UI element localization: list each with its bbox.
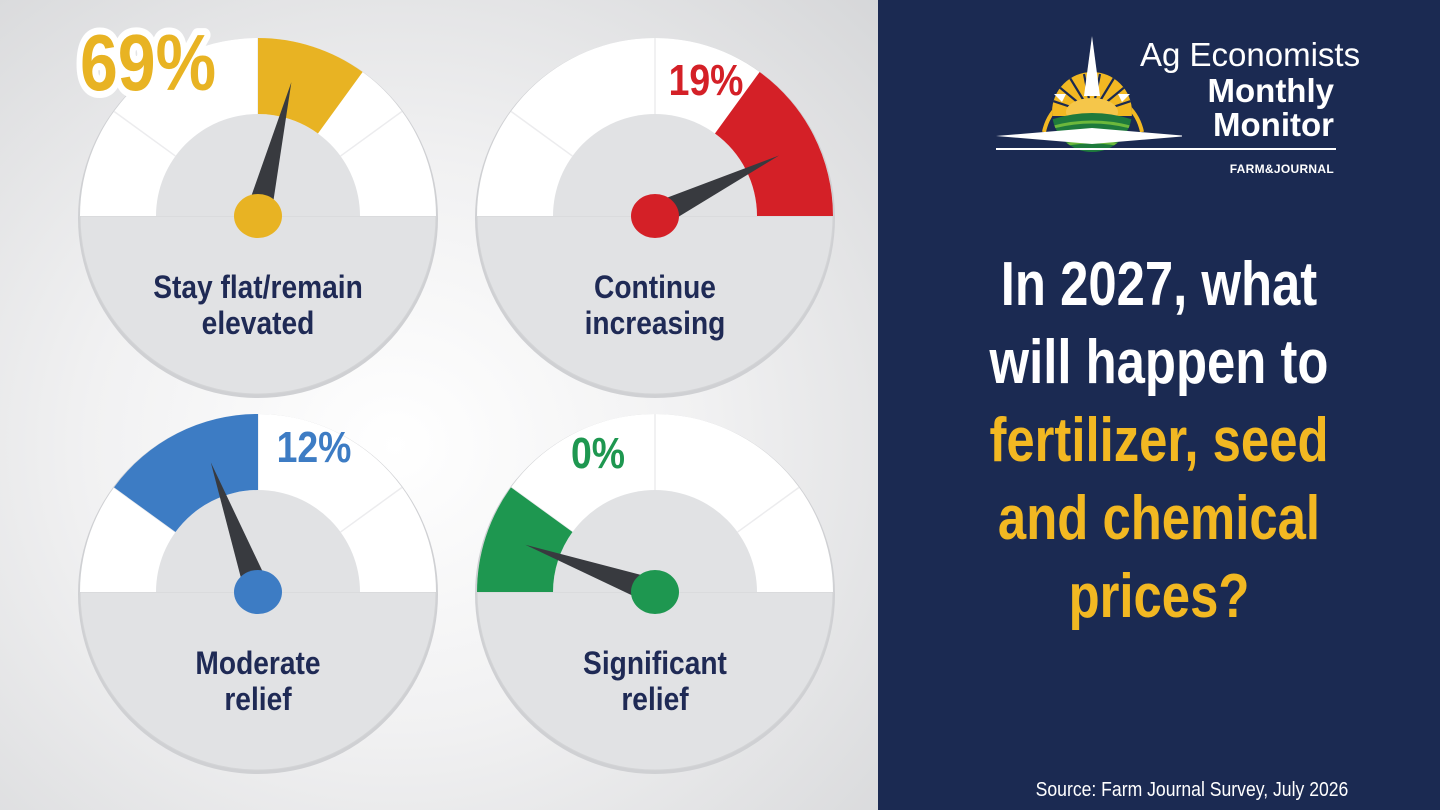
question-line: In 2027, what (1000, 250, 1318, 319)
gauge-value-label: 69% (80, 18, 216, 107)
gauge-needle (210, 462, 271, 597)
gauge-category-label: Continue (594, 270, 716, 305)
gauge-category-label: relief (621, 682, 689, 717)
gauge-segment-divider (113, 486, 176, 533)
gauge-needle (649, 155, 780, 228)
gauge-lower-half (79, 215, 437, 395)
gauge-value-band (714, 71, 833, 217)
gauge-category-label: increasing (585, 306, 726, 341)
gauge-segment-divider (510, 110, 573, 157)
gauge-segment-divider (737, 486, 800, 533)
source-note: Source: Farm Journal Survey, July 2026 (1035, 779, 1348, 801)
question-heading: In 2027, what will happen to fertilizer,… (929, 246, 1390, 636)
gauge-inner-dial (156, 490, 360, 592)
gauge-category-label: elevated (202, 306, 315, 341)
question-line: prices? (1068, 562, 1250, 631)
gauge-needle (245, 82, 292, 220)
logo-line2: Monthly (1207, 72, 1334, 109)
gauge-value-band (477, 487, 573, 592)
gauge-hub (631, 194, 679, 238)
gauge-value-label: 12% (277, 422, 352, 472)
logo-line3: Monitor (1213, 106, 1334, 143)
gauge-category-label: Significant (583, 646, 727, 681)
gauge-category-label: Stay flat/remain (153, 270, 363, 305)
gauge-value-label: 0% (571, 428, 625, 478)
question-line: will happen to (989, 328, 1329, 397)
gauge-segment-divider (340, 486, 403, 533)
gauge-hub (234, 570, 282, 614)
compass-sun-logo-icon (996, 36, 1182, 152)
gauge-hub (234, 194, 282, 238)
gauge-value-label: 19% (669, 55, 744, 105)
brand-ampersand: & (1264, 162, 1274, 176)
gauge-segment-divider (113, 110, 176, 157)
logo-line1: Ag Economists (1140, 36, 1361, 73)
farm-journal-brand: FARM&JOURNAL (1230, 162, 1334, 176)
gauge-lower-half (476, 591, 834, 771)
logo-divider (996, 148, 1336, 150)
brand-left: FARM (1229, 162, 1265, 176)
brand-right: JOURNAL (1273, 162, 1334, 176)
question-line: fertilizer, seed (989, 406, 1329, 475)
gauge-inner-dial (156, 114, 360, 216)
gauge-lower-half (79, 591, 437, 771)
gauge-lower-half (476, 215, 834, 395)
gauge-category-label: Moderate (195, 646, 320, 681)
gauge-needle (525, 544, 660, 605)
gauge-value-band (113, 414, 259, 533)
title-panel: Ag Economists Monthly Monitor FARM&JOURN… (878, 0, 1440, 810)
gauge-category-label: relief (224, 682, 292, 717)
gauge-hub (631, 570, 679, 614)
question-line: and chemical (997, 484, 1321, 553)
gauge-segment-divider (340, 110, 403, 157)
gauge-panel: 69% Stay flat/remain elevated 19% Continue in… (0, 0, 878, 810)
